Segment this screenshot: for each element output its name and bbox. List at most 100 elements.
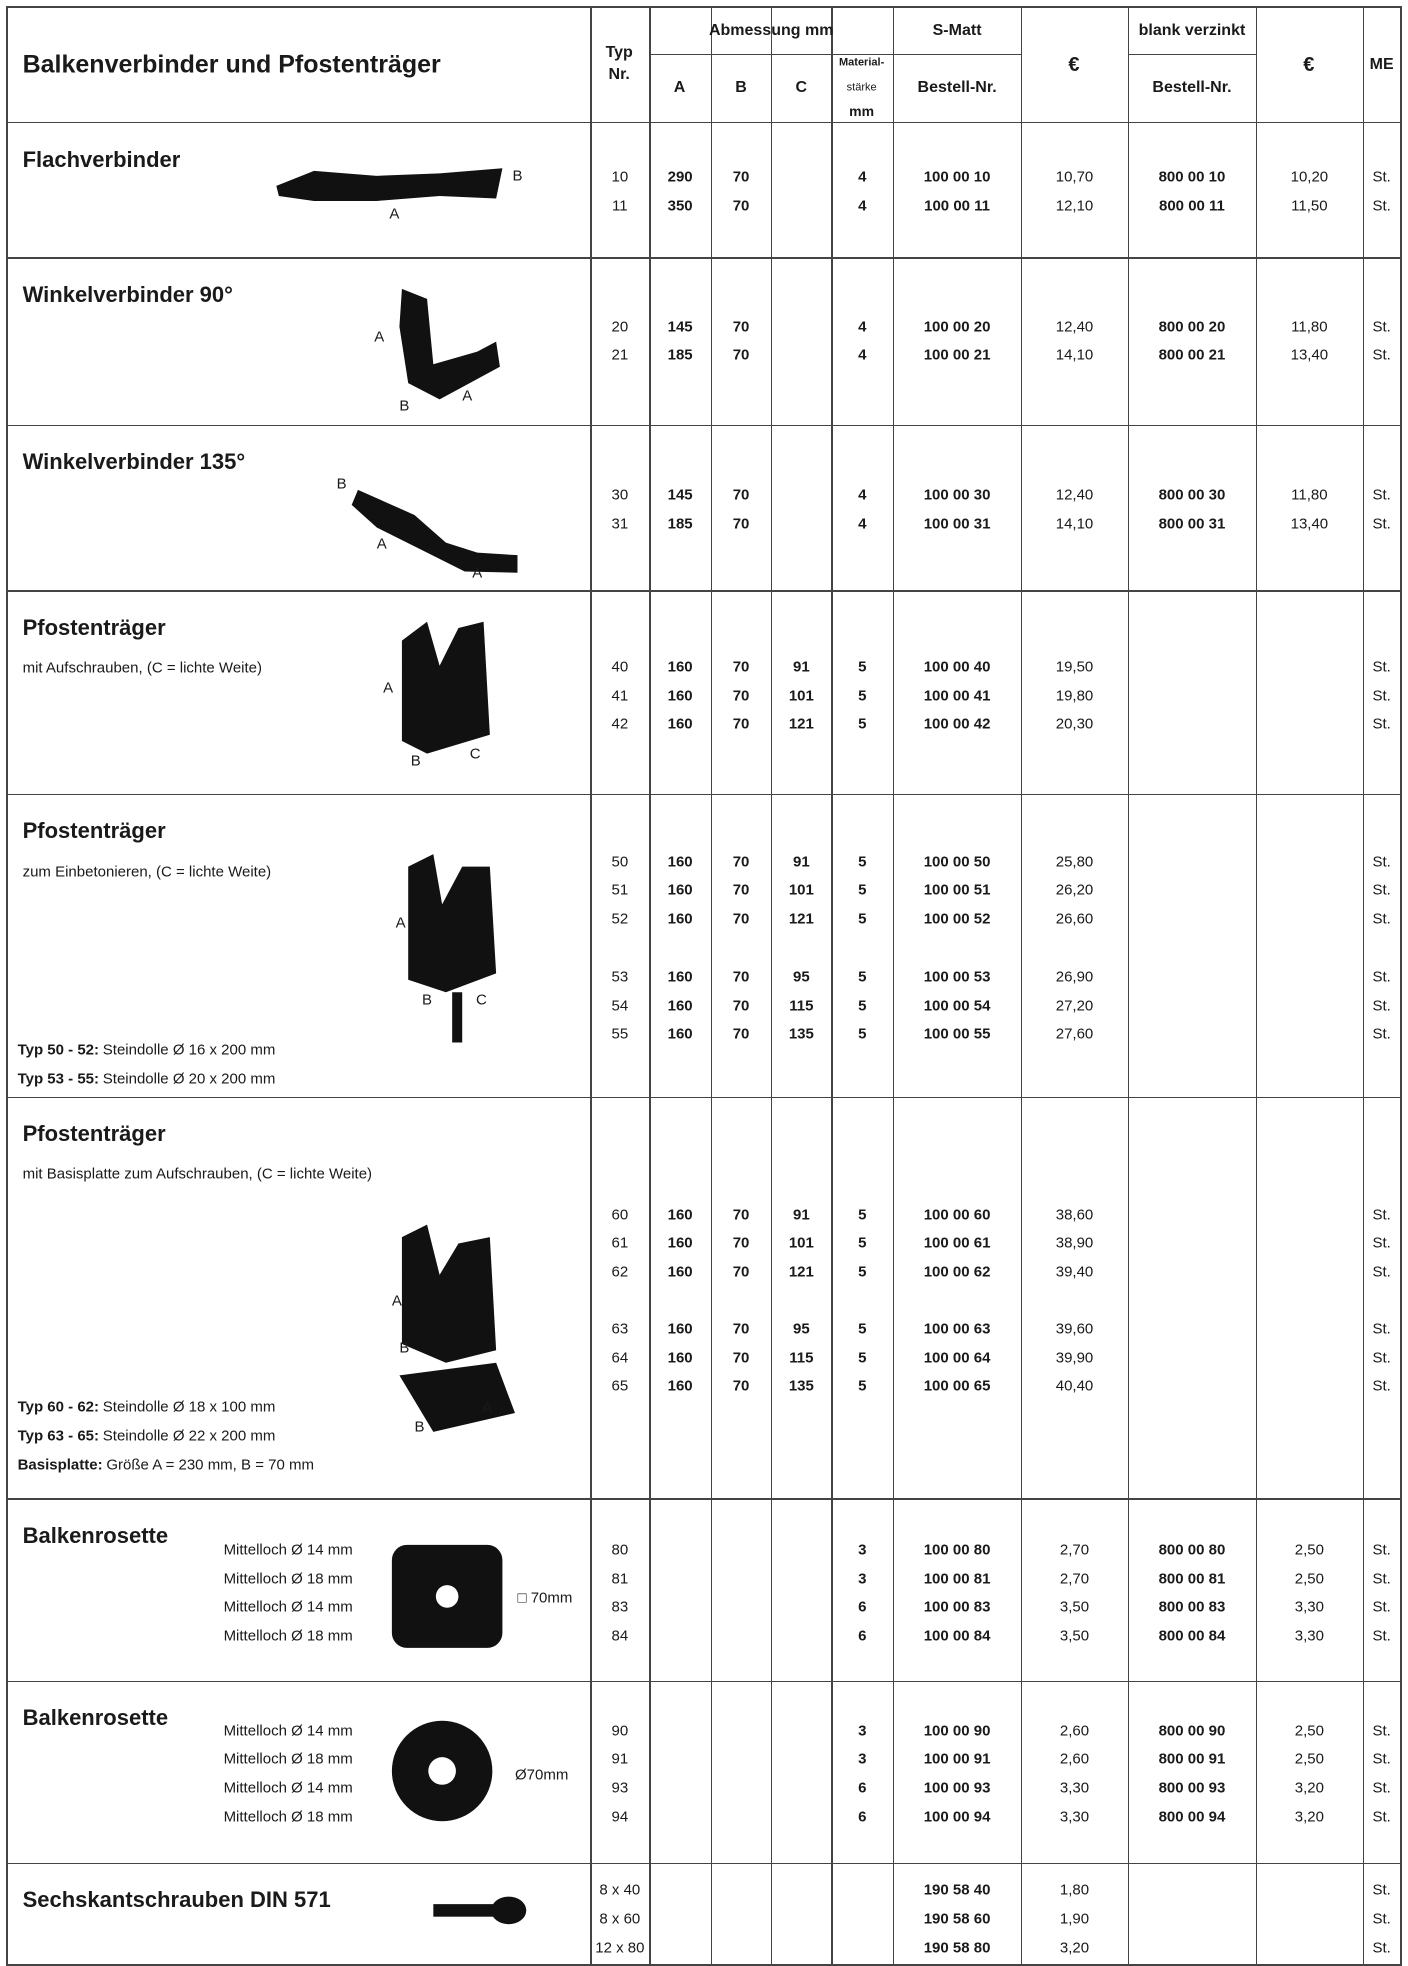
table-cell: 10 bbox=[611, 168, 629, 186]
table-cell: 100 00 50 bbox=[923, 853, 991, 871]
table-cell: 100 00 54 bbox=[923, 997, 991, 1015]
table-cell: 11 bbox=[612, 197, 628, 215]
table-cell: St. bbox=[1372, 853, 1391, 871]
table-cell: 70 bbox=[732, 853, 750, 871]
figure-label: □ 70mm bbox=[517, 1589, 573, 1607]
table-cell: 3,20 bbox=[1059, 1939, 1090, 1957]
h-rule bbox=[6, 257, 1401, 259]
table-cell: 290 bbox=[667, 168, 693, 186]
figure-shape bbox=[491, 1896, 527, 1925]
figure-label: B bbox=[336, 475, 347, 493]
section-title: Pfostenträger bbox=[22, 615, 166, 640]
table-cell: 135 bbox=[788, 1025, 814, 1043]
table-cell: 21 bbox=[611, 346, 629, 364]
table-cell: 10,20 bbox=[1290, 168, 1329, 186]
table-cell: 3,20 bbox=[1294, 1808, 1324, 1826]
table-cell: 4 bbox=[858, 346, 867, 364]
table-cell: St. bbox=[1372, 715, 1391, 733]
table-cell: 5 bbox=[858, 853, 867, 871]
v-rule bbox=[831, 6, 833, 1966]
table-cell: St. bbox=[1372, 687, 1391, 705]
table-cell: 70 bbox=[732, 1320, 750, 1338]
table-cell: 100 00 41 bbox=[923, 687, 991, 705]
figure-shape bbox=[435, 1585, 459, 1608]
note-text: Steindolle Ø 22 x 200 mm bbox=[102, 1427, 276, 1445]
header-cell: Typ bbox=[605, 43, 633, 61]
table-cell: 51 bbox=[611, 881, 629, 899]
section-title: Balkenrosette bbox=[22, 1705, 169, 1731]
header-cell: mm bbox=[849, 102, 875, 119]
table-cell: 41 bbox=[611, 687, 629, 705]
table-cell: St. bbox=[1372, 1910, 1391, 1928]
table-cell: 2,50 bbox=[1294, 1570, 1324, 1588]
figure-label: A bbox=[374, 328, 385, 346]
figure-label: B bbox=[422, 991, 433, 1009]
table-cell: 55 bbox=[611, 1025, 629, 1043]
table-cell: 100 00 40 bbox=[923, 658, 991, 676]
header-cell: B bbox=[735, 78, 747, 96]
table-cell: 84 bbox=[611, 1627, 629, 1645]
table-cell: St. bbox=[1372, 318, 1391, 336]
figure-shape bbox=[433, 1904, 503, 1917]
table-cell: 800 00 31 bbox=[1158, 515, 1226, 532]
table-cell: St. bbox=[1372, 1377, 1391, 1395]
h-rule bbox=[1127, 54, 1257, 56]
figure-label: A bbox=[472, 564, 483, 582]
table-cell: 100 00 52 bbox=[923, 910, 991, 928]
table-cell: 94 bbox=[611, 1808, 629, 1826]
table-cell: 4 bbox=[858, 197, 867, 215]
note-label: Typ 60 - 62: bbox=[17, 1398, 99, 1416]
note-label: Typ 53 - 55: bbox=[17, 1070, 99, 1088]
section-title: Balkenrosette bbox=[22, 1523, 169, 1549]
h-rule bbox=[6, 424, 1401, 426]
table-cell: St. bbox=[1372, 515, 1391, 532]
table-cell: 61 bbox=[611, 1234, 629, 1252]
table-cell: 100 00 11 bbox=[924, 197, 991, 215]
figure-label: A bbox=[391, 1292, 402, 1310]
table-cell: 42 bbox=[611, 715, 629, 733]
table-cell: St. bbox=[1372, 1881, 1391, 1899]
table-cell: St. bbox=[1372, 486, 1391, 504]
row-label: Mittelloch Ø 18 mm bbox=[223, 1750, 353, 1768]
table-cell: 3,30 bbox=[1294, 1598, 1324, 1616]
table-cell: 26,60 bbox=[1055, 910, 1094, 928]
table-cell: 70 bbox=[732, 658, 750, 676]
v-rule bbox=[590, 6, 592, 1966]
table-cell: 160 bbox=[667, 968, 693, 986]
table-cell: 26,20 bbox=[1055, 881, 1094, 899]
h-rule bbox=[6, 590, 1401, 592]
note-label: Typ 50 - 52: bbox=[17, 1041, 99, 1059]
row-label: Mittelloch Ø 14 mm bbox=[223, 1722, 353, 1740]
figure-label: A bbox=[395, 914, 406, 932]
table-cell: 5 bbox=[858, 715, 867, 733]
table-cell: 95 bbox=[792, 968, 810, 986]
table-cell: 62 bbox=[611, 1263, 629, 1281]
v-rule bbox=[6, 6, 8, 1966]
h-rule bbox=[6, 1096, 1401, 1098]
table-cell: 3 bbox=[858, 1750, 867, 1768]
h-rule bbox=[6, 6, 1401, 8]
table-cell: 115 bbox=[789, 1349, 814, 1366]
table-cell: 5 bbox=[858, 881, 867, 899]
note-text: Steindolle Ø 16 x 200 mm bbox=[102, 1041, 276, 1059]
table-cell: 160 bbox=[667, 1320, 693, 1338]
table-cell: 800 00 30 bbox=[1158, 486, 1226, 504]
section-subtitle: zum Einbetonieren, (C = lichte Weite) bbox=[22, 863, 272, 881]
table-cell: 70 bbox=[732, 968, 750, 986]
figure-label: B bbox=[414, 1418, 425, 1436]
table-cell: 160 bbox=[667, 715, 693, 733]
table-cell: 6 bbox=[858, 1598, 867, 1616]
row-label: Mittelloch Ø 18 mm bbox=[223, 1808, 353, 1826]
table-cell: 91 bbox=[792, 853, 810, 871]
table-cell: 39,90 bbox=[1055, 1349, 1094, 1366]
note-text: Steindolle Ø 20 x 200 mm bbox=[102, 1070, 276, 1088]
table-cell: 70 bbox=[732, 168, 750, 186]
table-cell: 800 00 83 bbox=[1158, 1598, 1226, 1616]
figure-label: B bbox=[512, 167, 523, 185]
table-cell: 12,40 bbox=[1055, 318, 1094, 336]
header-cell: Material- bbox=[839, 56, 885, 69]
table-cell: 26,90 bbox=[1055, 968, 1094, 986]
table-cell: St. bbox=[1372, 1627, 1391, 1645]
table-cell: 800 00 81 bbox=[1158, 1570, 1226, 1588]
table-cell: 100 00 21 bbox=[923, 346, 991, 364]
